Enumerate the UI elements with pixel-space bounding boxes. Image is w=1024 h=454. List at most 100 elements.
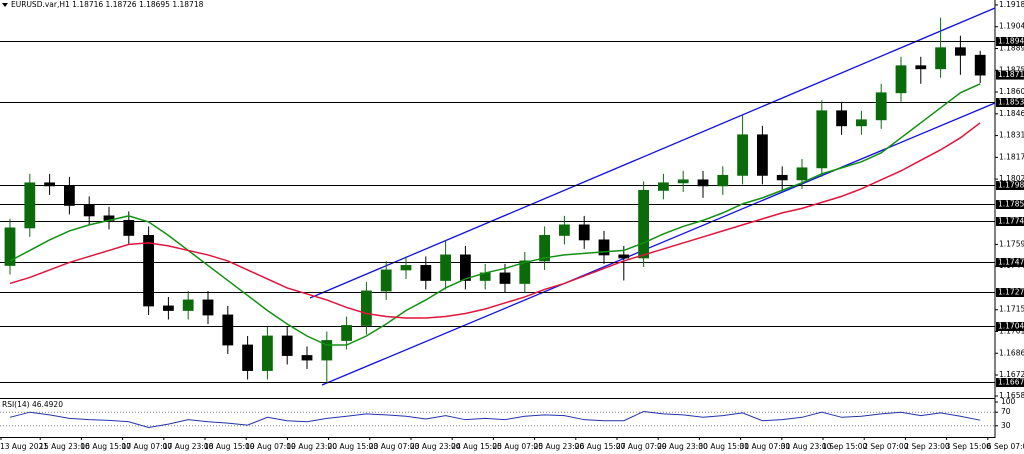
candle-body: [123, 219, 135, 236]
candle-body: [875, 92, 887, 121]
candle-body: [677, 179, 689, 184]
x-tick-label: 30 Aug 15:00: [698, 442, 749, 451]
candle-body: [737, 134, 748, 176]
x-tick-label: 24 Aug 15:00: [451, 442, 502, 451]
candle-body: [955, 47, 966, 56]
level-label: 1.17047: [998, 322, 1024, 331]
header-arrow: [2, 3, 8, 7]
x-tick-label: 26 Aug 15:00: [575, 442, 626, 451]
candle-body: [182, 299, 194, 311]
x-tick-label: 2 Sep 23:00: [904, 442, 950, 451]
channel-lower-line: [321, 102, 996, 386]
candle-body: [935, 47, 946, 70]
candle-body: [658, 182, 669, 191]
candle-body: [321, 340, 333, 361]
current-price-box: [996, 70, 1024, 80]
candle-body: [162, 305, 174, 311]
level-label: 1.17857: [998, 200, 1024, 209]
moving-average-line: [9, 122, 981, 319]
candle-body: [202, 299, 214, 316]
level-label-box: [996, 98, 1024, 107]
y-tick-label: 1.18605: [999, 87, 1024, 96]
candle-body: [638, 189, 649, 259]
rsi-tick-label: 70: [1001, 407, 1011, 416]
level-label: 1.17476: [998, 258, 1024, 267]
candle-body: [83, 204, 95, 217]
x-tick-label: 31 Aug 23:00: [781, 442, 832, 451]
y-tick-label: 1.18315: [999, 131, 1024, 140]
candle-body: [44, 182, 55, 187]
x-tick-label: 23 Aug 23:00: [410, 442, 461, 451]
x-tick-label: 18 Aug 15:00: [204, 442, 255, 451]
candle-body: [559, 224, 570, 236]
y-tick-label: 1.17155: [999, 305, 1024, 314]
y-tick-label: 1.19040: [999, 22, 1024, 31]
chart-header: EURUSD.var,H1 1.18716 1.18726 1.18695 1.…: [11, 0, 204, 9]
candle-body: [796, 167, 808, 181]
x-tick-label: 19 Aug 07:00: [245, 442, 296, 451]
candle-body: [64, 185, 75, 206]
y-tick-label: 1.18025: [999, 174, 1024, 183]
level-label: 1.18538: [998, 98, 1024, 107]
candle-body: [400, 265, 412, 271]
y-tick-label: 1.18895: [999, 43, 1024, 52]
x-tick-label: 15 Aug 23:00: [39, 442, 90, 451]
candle-body: [717, 174, 729, 187]
y-tick-label: 1.18750: [999, 65, 1024, 74]
x-tick-label: 31 Aug 07:00: [740, 442, 791, 451]
candle-body: [222, 314, 234, 346]
x-tick-label: 23 Aug 07:00: [369, 442, 420, 451]
x-tick-label: 25 Aug 07:00: [492, 442, 543, 451]
candle-body: [519, 260, 531, 284]
x-tick-label: 29 Aug 23:00: [657, 442, 708, 451]
candle-body: [360, 290, 372, 326]
candle-body: [261, 335, 273, 371]
x-tick-label: 17 Aug 07:00: [122, 442, 173, 451]
candle-body: [24, 182, 36, 229]
y-tick-label: 1.18170: [999, 152, 1024, 161]
candle-body: [539, 235, 550, 262]
candle-body: [836, 110, 847, 127]
level-label-box: [996, 200, 1024, 209]
candle-body: [697, 179, 709, 187]
y-tick-label: 1.19185: [999, 0, 1024, 9]
candle-body: [915, 65, 927, 70]
y-tick-label: 1.16720: [999, 370, 1024, 379]
candle-body: [143, 235, 155, 307]
level-label-box: [996, 37, 1024, 46]
x-tick-label: 2 Sep 07:00: [863, 442, 909, 451]
level-label: 1.16672: [998, 378, 1024, 387]
indicator-label: RSI(14) 46.4920: [2, 400, 63, 409]
candle-body: [598, 239, 610, 256]
candle-body: [301, 355, 313, 361]
level-label-box: [996, 378, 1024, 387]
level-label-box: [996, 258, 1024, 267]
candle-body: [895, 65, 907, 94]
level-label-box: [996, 288, 1024, 297]
candle-body: [4, 227, 16, 266]
level-label-box: [996, 181, 1024, 190]
x-tick-label: 13 Aug 2021: [0, 442, 48, 451]
candle-body: [757, 134, 768, 176]
candle-body: [776, 174, 788, 181]
level-label-box: [996, 322, 1024, 331]
level-label: 1.18946: [998, 37, 1024, 46]
candle-body: [420, 265, 432, 281]
x-tick-label: 1 Sep 15:00: [822, 442, 868, 451]
y-tick-label: 1.1846: [999, 109, 1024, 118]
rsi-line: [9, 411, 981, 429]
candle-body: [440, 254, 452, 281]
candle-body: [618, 254, 630, 259]
y-tick-label: 1.17590: [999, 239, 1024, 248]
candle-body: [856, 119, 867, 127]
x-tick-label: 27 Aug 07:00: [616, 442, 667, 451]
rsi-tick-label: 100: [1001, 397, 1016, 406]
x-tick-label: 3 Sep 15:00: [946, 442, 992, 451]
moving-average-line: [9, 83, 981, 346]
x-tick-label: 25 Aug 23:00: [534, 442, 585, 451]
candle-body: [578, 224, 590, 241]
x-tick-label: 19 Aug 23:00: [286, 442, 337, 451]
x-tick-label: 16 Aug 15:00: [80, 442, 131, 451]
